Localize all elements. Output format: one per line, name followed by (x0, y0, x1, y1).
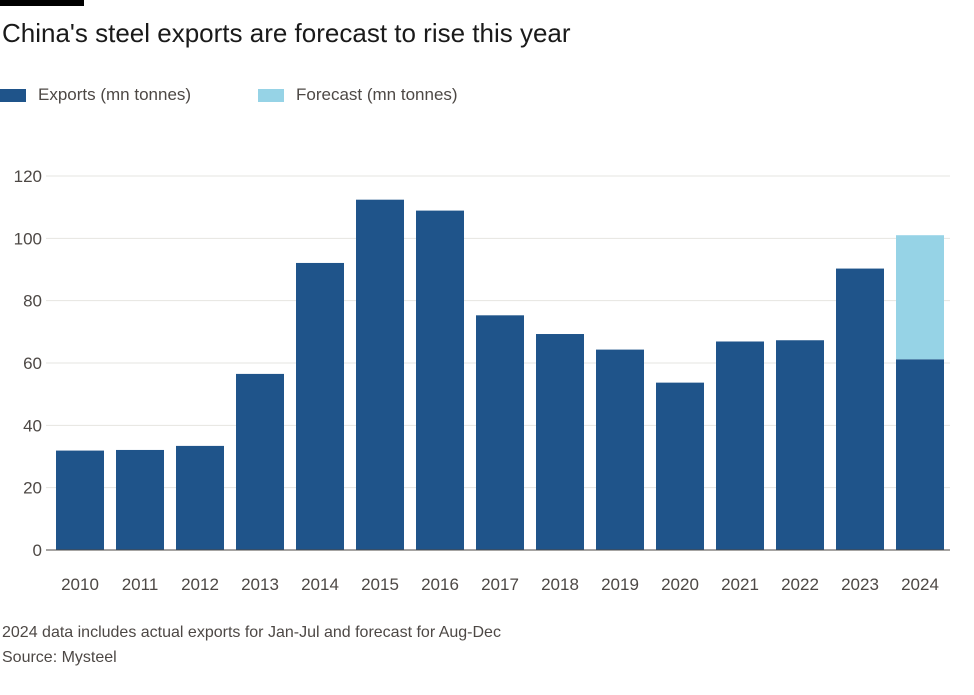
x-tick-label-2011: 2011 (122, 575, 159, 594)
y-tick-label-0: 0 (33, 541, 42, 560)
chart-title: China's steel exports are forecast to ri… (2, 18, 571, 48)
bar-exports-2023 (836, 268, 884, 550)
bar-exports-2018 (536, 334, 584, 550)
x-tick-label-2016: 2016 (421, 575, 459, 594)
brand-bar (0, 0, 84, 6)
axis-labels: 0 20 40 60 80 100 120 2010 2011 2012 2013 2014 2015 2… (14, 167, 939, 594)
bar-layer (46, 199, 950, 551)
x-tick-label-2024: 2024 (901, 575, 939, 594)
bar-exports-2019 (596, 349, 644, 550)
bar-exports-2016 (416, 210, 464, 550)
bar-exports-2021 (716, 341, 764, 550)
bar-exports-2011 (116, 449, 164, 550)
x-tick-label-2014: 2014 (301, 575, 339, 594)
footnote: 2024 data includes actual exports for Ja… (2, 624, 501, 641)
y-tick-label-120: 120 (14, 167, 42, 186)
y-tick-label-40: 40 (23, 416, 42, 435)
x-tick-label-2015: 2015 (361, 575, 399, 594)
x-tick-label-2017: 2017 (481, 575, 519, 594)
legend-swatch-exports (0, 89, 26, 102)
bar-exports-2012 (176, 445, 224, 550)
x-tick-label-2021: 2021 (721, 575, 759, 594)
y-tick-label-100: 100 (14, 229, 42, 248)
x-tick-label-2018: 2018 (541, 575, 579, 594)
bar-exports-2020 (656, 382, 704, 550)
x-tick-label-2012: 2012 (181, 575, 219, 594)
legend-label-exports: Exports (mn tonnes) (38, 85, 192, 104)
x-tick-label-2022: 2022 (781, 575, 819, 594)
bar-exports-2015 (356, 199, 404, 550)
bar-exports-2022 (776, 340, 824, 550)
x-tick-label-2019: 2019 (601, 575, 639, 594)
bar-forecast-2024 (896, 235, 944, 360)
bar-exports-2014 (296, 262, 344, 550)
legend-label-forecast: Forecast (mn tonnes) (296, 85, 458, 104)
source-text: Source: Mysteel (2, 649, 117, 666)
x-tick-label-2013: 2013 (241, 575, 279, 594)
bar-exports-2010 (56, 450, 104, 550)
y-tick-label-60: 60 (23, 354, 42, 373)
bar-chart: 0 20 40 60 80 100 120 2010 2011 2012 2013 2014 2015 2… (14, 167, 950, 594)
x-tick-label-2020: 2020 (661, 575, 699, 594)
x-tick-label-2010: 2010 (61, 575, 99, 594)
y-tick-label-20: 20 (23, 479, 42, 498)
x-tick-label-2023: 2023 (841, 575, 879, 594)
y-tick-label-80: 80 (23, 292, 42, 311)
bar-exports-2017 (476, 315, 524, 550)
legend-swatch-forecast (258, 89, 284, 102)
bar-exports-2024 (896, 359, 944, 550)
bar-exports-2013 (236, 373, 284, 550)
